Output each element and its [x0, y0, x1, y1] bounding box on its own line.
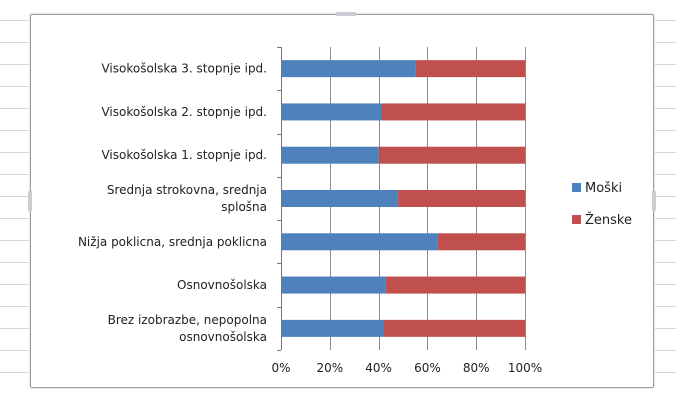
category-label: Brez izobrazbe, nepopolna osnovnošolska [108, 313, 267, 344]
bar-moski[interactable] [281, 233, 438, 251]
legend: Moški Ženske [572, 181, 632, 228]
bar-moski[interactable] [281, 276, 386, 294]
category-label: Visokošolska 3. stopnje ipd. [101, 62, 267, 76]
bar-moski[interactable] [281, 319, 384, 337]
bar-zenske[interactable] [437, 233, 525, 251]
x-tick-label: 60% [414, 361, 441, 375]
x-tick-label: 100% [508, 361, 542, 375]
legend-label-zenske: Ženske [585, 212, 632, 228]
bar-zenske[interactable] [385, 276, 525, 294]
x-tick-label: 20% [316, 361, 343, 375]
x-axis-ticks: 0% 20% 40% 60% 80% 100% [271, 361, 542, 375]
category-label: Visokošolska 2. stopnje ipd. [101, 105, 267, 119]
bar-moski[interactable] [281, 146, 379, 164]
resize-handle-right[interactable] [652, 191, 656, 211]
bar-moski[interactable] [281, 60, 416, 78]
bar-zenske[interactable] [415, 60, 525, 78]
resize-handle-top[interactable] [336, 12, 356, 16]
bar-zenske[interactable] [378, 146, 525, 164]
bar-moski[interactable] [281, 190, 399, 207]
stacked-bar-chart: Visokošolska 3. stopnje ipd. Visokošolska… [78, 47, 632, 375]
resize-handle-left[interactable] [28, 191, 32, 211]
x-tick-label: 40% [365, 361, 392, 375]
category-label: Nižja poklicna, srednja poklicna [78, 235, 267, 249]
bars [281, 60, 525, 337]
x-tick-label: 80% [463, 361, 490, 375]
bar-moski[interactable] [281, 103, 382, 121]
category-label: Visokošolska 1. stopnje ipd. [101, 148, 267, 162]
category-label: Osnovnošolska [177, 278, 267, 292]
bar-zenske[interactable] [381, 103, 525, 121]
legend-swatch-zenske [572, 215, 581, 224]
bar-zenske[interactable] [383, 319, 525, 337]
category-label: Srednja strokovna, srednja splošna [107, 183, 267, 214]
legend-swatch-moski [572, 183, 581, 192]
x-tick-label: 0% [271, 361, 290, 375]
bar-zenske[interactable] [398, 190, 525, 207]
chart-area[interactable]: Visokošolska 3. stopnje ipd. Visokošolska… [28, 12, 656, 388]
legend-label-moski: Moški [585, 181, 622, 196]
category-labels: Visokošolska 3. stopnje ipd. Visokošolska… [78, 62, 267, 344]
